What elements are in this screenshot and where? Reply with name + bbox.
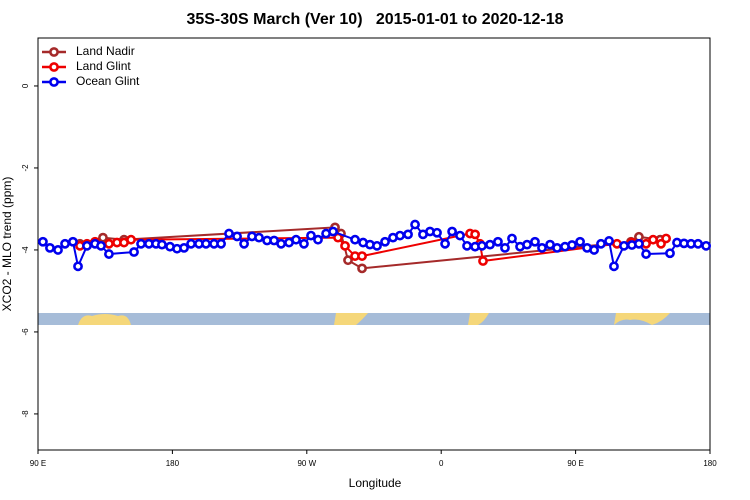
point [328, 226, 338, 237]
point [276, 238, 287, 249]
point [186, 238, 196, 249]
point [350, 234, 360, 245]
point [477, 240, 487, 251]
y-tick-label: 0 [21, 83, 30, 88]
point [410, 219, 420, 230]
point [395, 230, 405, 241]
point [589, 245, 600, 255]
point [340, 240, 350, 251]
y-tick-label: -8 [21, 410, 30, 418]
point [609, 261, 619, 272]
point [224, 228, 234, 239]
point [357, 263, 367, 274]
point [372, 240, 382, 251]
legend-label: Land Glint [76, 59, 131, 73]
x-tick-label: 180 [703, 459, 717, 468]
point [96, 240, 106, 251]
point [575, 236, 585, 247]
point [567, 240, 577, 250]
point [239, 238, 249, 249]
legend-label: Ocean Glint [76, 74, 140, 88]
point [493, 236, 503, 247]
point [126, 234, 136, 245]
point [129, 247, 139, 257]
x-tick-label: 90 E [30, 459, 46, 468]
point [232, 231, 242, 242]
y-tick-label: -4 [21, 246, 30, 254]
point [45, 242, 55, 253]
point [313, 234, 323, 245]
point [552, 242, 562, 253]
point [500, 242, 510, 253]
point [179, 242, 189, 253]
point [641, 249, 651, 259]
point [104, 238, 114, 249]
point [380, 236, 390, 247]
y-tick-label: -2 [21, 164, 30, 172]
point [447, 226, 458, 237]
point [440, 238, 450, 249]
point [661, 233, 671, 244]
point [403, 229, 413, 240]
point [470, 229, 480, 240]
point [216, 238, 226, 249]
land-strip [334, 313, 368, 325]
point [104, 249, 114, 259]
point [98, 232, 108, 243]
land-strip [614, 313, 670, 325]
point [53, 245, 63, 255]
x-axis-label: Longitude [349, 476, 402, 490]
point [530, 236, 540, 247]
land-strip [468, 313, 489, 325]
point [485, 239, 495, 250]
point [306, 230, 316, 241]
point [619, 240, 629, 251]
x-tick-label: 0 [439, 459, 444, 468]
point [665, 248, 675, 259]
point [522, 239, 532, 250]
point [357, 251, 367, 261]
legend-label: Land Nadir [76, 44, 135, 58]
legend-marker [49, 77, 59, 87]
point [82, 240, 92, 251]
point [507, 233, 517, 244]
point [38, 236, 48, 247]
point [701, 240, 712, 251]
x-tick-label: 90 W [297, 459, 316, 468]
point [478, 256, 488, 266]
y-tick-label: -6 [21, 328, 30, 336]
point [254, 232, 264, 243]
point [462, 240, 472, 251]
point [634, 238, 644, 249]
point [432, 227, 442, 238]
point [343, 255, 353, 266]
ocean-strip [38, 313, 710, 325]
point [68, 236, 78, 247]
legend-marker [49, 62, 59, 72]
point [455, 230, 465, 241]
point [201, 238, 211, 249]
point [136, 238, 146, 249]
point [604, 236, 614, 246]
point [596, 238, 606, 249]
y-axis-label: XCO2 - MLO trend (ppm) [0, 177, 14, 312]
point [73, 261, 83, 272]
point [648, 234, 659, 245]
point [537, 242, 547, 253]
x-tick-label: 180 [166, 459, 180, 468]
chart-title: 35S-30S March (Ver 10) 2015-01-01 to 202… [186, 11, 563, 28]
land-strip [78, 314, 131, 325]
legend-marker [49, 47, 59, 57]
point [693, 238, 703, 249]
point [299, 238, 309, 249]
point [60, 238, 70, 249]
x-tick-label: 90 E [567, 459, 583, 468]
point [291, 234, 301, 245]
point [157, 239, 167, 250]
map-strip [38, 313, 710, 325]
